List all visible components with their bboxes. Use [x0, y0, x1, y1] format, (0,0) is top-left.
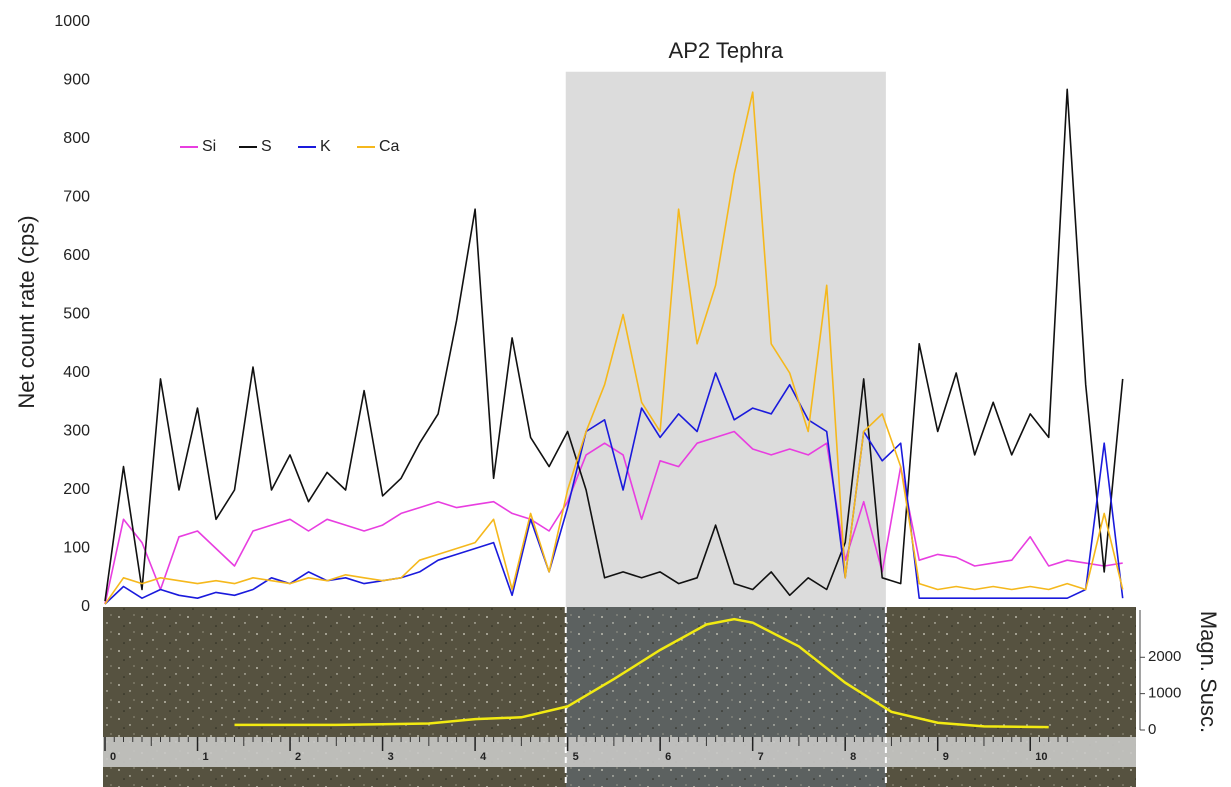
y-tick-label: 600 [63, 247, 90, 264]
series-line [104, 88, 1124, 602]
y-axis-label: Net count rate (cps) [14, 215, 39, 408]
susceptibility-line [234, 617, 1049, 729]
y-tick-label: 700 [63, 189, 90, 206]
ruler-label: 3 [388, 751, 394, 763]
y2-axis-label: Magn. Susc. [1196, 611, 1221, 733]
y2-tick-label: 0 [1148, 721, 1156, 738]
ruler-label: 0 [110, 751, 116, 763]
ruler [103, 737, 1136, 767]
legend-label: K [320, 138, 331, 155]
annotation: AP2 Tephra [669, 38, 784, 63]
y-tick-label: 0 [81, 598, 90, 615]
ruler-label: 5 [573, 751, 579, 763]
core-photo [103, 607, 1136, 787]
ruler-label: 10 [1035, 751, 1047, 763]
series-line [104, 430, 1123, 605]
shaded-region [565, 71, 886, 608]
y2-tick-label: 2000 [1148, 648, 1181, 665]
ruler-label: 6 [665, 751, 671, 763]
ruler-label: 8 [850, 751, 856, 763]
y-tick-label: 500 [63, 306, 90, 323]
y-tick-label: 300 [63, 423, 90, 440]
y2-tick-label: 1000 [1148, 685, 1181, 702]
ruler-label: 4 [480, 751, 487, 763]
series-line [104, 91, 1124, 605]
ruler-label: 7 [758, 751, 764, 763]
ruler-label: 1 [203, 751, 209, 763]
y-tick-label: 200 [63, 481, 90, 498]
y-tick-label: 1000 [54, 13, 90, 30]
y-tick-label: 800 [63, 130, 90, 147]
series-line [104, 372, 1124, 605]
y-tick-label: 400 [63, 364, 90, 381]
y-tick-label: 100 [63, 540, 90, 557]
y-tick-label: 900 [63, 72, 90, 89]
ruler-label: 2 [295, 751, 301, 763]
legend-label: S [261, 138, 272, 155]
legend-label: Ca [379, 138, 400, 155]
ruler-label: 9 [943, 751, 949, 763]
legend-label: Si [202, 138, 216, 155]
